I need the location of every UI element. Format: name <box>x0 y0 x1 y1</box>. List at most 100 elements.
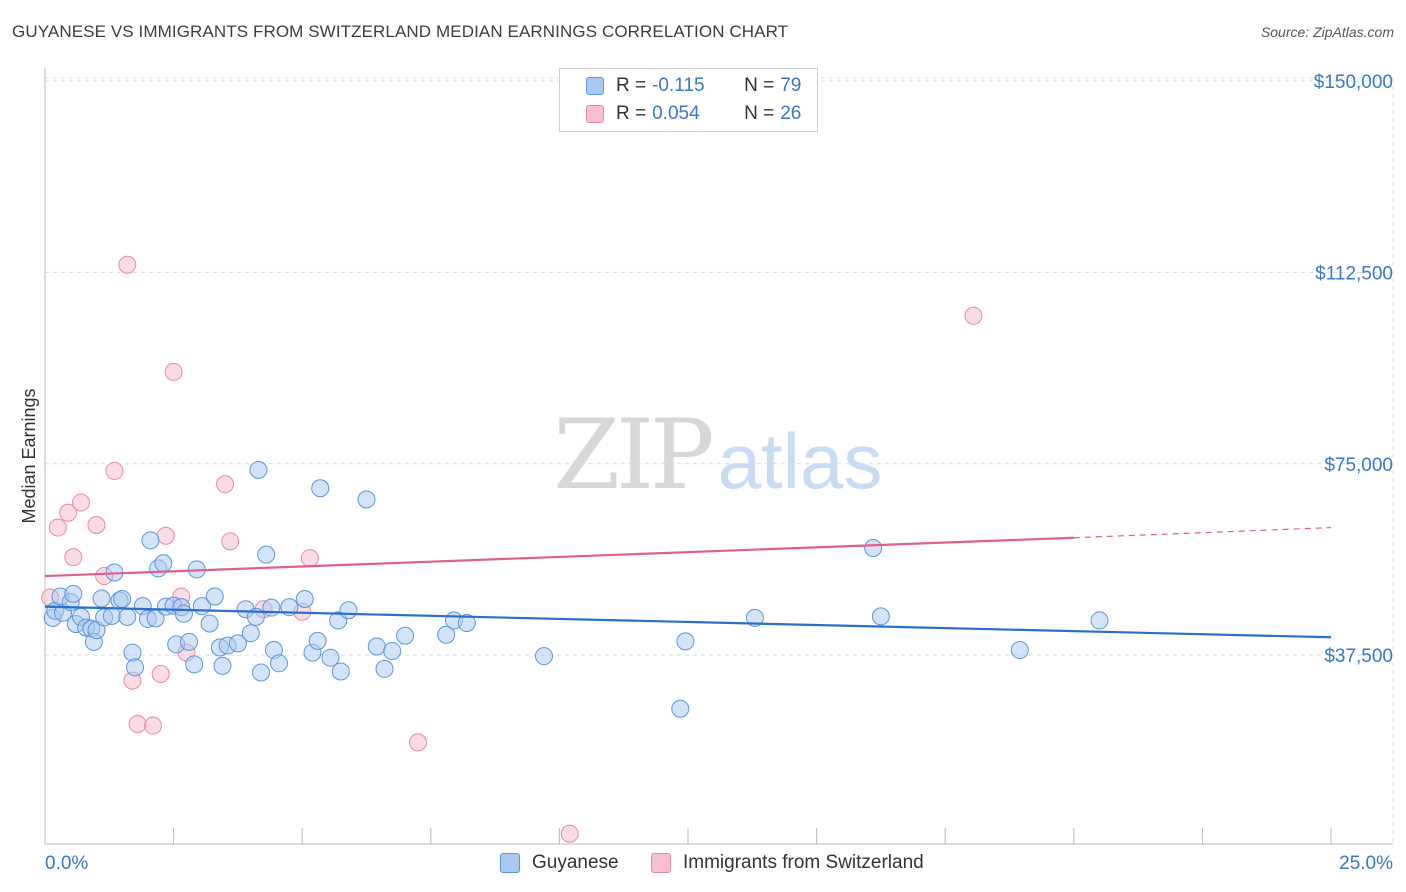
guyanese-point[interactable] <box>534 647 553 666</box>
r-value: -0.115 <box>652 75 705 96</box>
n-label: N = <box>744 75 775 96</box>
guyanese-point[interactable] <box>185 655 204 674</box>
guyanese-point[interactable] <box>262 598 281 617</box>
guyanese-point[interactable] <box>200 614 219 633</box>
guyanese-point[interactable] <box>383 642 402 661</box>
guyanese-point[interactable] <box>311 479 330 498</box>
switzerland-point[interactable] <box>151 665 170 684</box>
guyanese-point[interactable] <box>113 590 132 609</box>
switzerland-point[interactable] <box>560 824 579 843</box>
legend-label-switzerland: Immigrants from Switzerland <box>683 852 924 873</box>
n-label: N = <box>744 103 775 124</box>
guyanese-point[interactable] <box>1010 641 1029 660</box>
guyanese-point[interactable] <box>745 608 764 627</box>
guyanese-point[interactable] <box>295 590 314 609</box>
guyanese-point[interactable] <box>249 460 268 479</box>
guyanese-point[interactable] <box>367 637 386 656</box>
guyanese-point[interactable] <box>864 538 883 557</box>
guyanese-point[interactable] <box>64 584 83 603</box>
y-tick-label: $150,000 <box>1314 72 1393 93</box>
guyanese-point[interactable] <box>375 659 394 678</box>
guyanese-point[interactable] <box>102 606 121 625</box>
trend-layer <box>44 526 1332 639</box>
guyanese-point[interactable] <box>154 554 173 573</box>
guyanese-point[interactable] <box>92 589 111 608</box>
guyanese-point[interactable] <box>228 634 247 653</box>
guyanese-point[interactable] <box>357 490 376 509</box>
pink-points-layer <box>41 255 983 843</box>
legend-item-switzerland[interactable]: Immigrants from Switzerland <box>651 852 924 874</box>
guyanese-point[interactable] <box>213 656 232 675</box>
switzerland-point[interactable] <box>964 306 983 325</box>
r-label: R = <box>616 75 647 96</box>
switzerland-point[interactable] <box>216 475 235 494</box>
n-value: 79 <box>780 75 802 96</box>
guyanese-point[interactable] <box>257 545 276 564</box>
switzerland-point[interactable] <box>64 548 83 567</box>
axis-layer <box>44 68 1393 845</box>
switzerland-point[interactable] <box>118 255 137 274</box>
switzerland-point[interactable] <box>128 715 147 734</box>
guyanese-point[interactable] <box>671 699 690 718</box>
guyanese-point[interactable] <box>118 607 137 626</box>
legend-item-guyanese[interactable]: Guyanese <box>500 852 619 874</box>
guyanese-point[interactable] <box>270 654 289 673</box>
r-label: R = <box>616 103 647 124</box>
guyanese-swatch <box>586 77 604 95</box>
guyanese-point[interactable] <box>331 662 350 681</box>
switzerland-point[interactable] <box>164 362 183 381</box>
switzerland-trendline-extension <box>1073 526 1332 539</box>
y-axis-title: Median Earnings <box>19 388 39 523</box>
switzerland-legend-swatch <box>651 853 671 873</box>
n-value: 26 <box>780 103 802 124</box>
guyanese-point[interactable] <box>126 658 145 677</box>
guyanese-point[interactable] <box>141 531 160 550</box>
stats-legend-row-switzerland: R = 0.054 N = 26 <box>586 100 801 128</box>
stats-legend: R = -0.115 N = 79 R = 0.054 N = 26 <box>559 68 818 132</box>
label-layer: $37,500 $75,000 $112,500 $150,000 0.0% 25.0% M… <box>19 72 1393 874</box>
series-legend: Guyanese Immigrants from Switzerland <box>0 852 1406 878</box>
switzerland-point[interactable] <box>87 516 106 535</box>
guyanese-point[interactable] <box>180 632 199 651</box>
chart-title: GUYANESE VS IMMIGRANTS FROM SWITZERLAND … <box>12 22 789 41</box>
guyanese-point[interactable] <box>308 631 327 650</box>
y-tick-label: $37,500 <box>1324 646 1393 667</box>
switzerland-point[interactable] <box>59 503 78 522</box>
y-tick-label: $112,500 <box>1315 263 1393 284</box>
y-tick-label: $75,000 <box>1324 455 1393 476</box>
watermark-zip: ZIP <box>553 399 712 511</box>
switzerland-point[interactable] <box>300 549 319 568</box>
guyanese-point[interactable] <box>396 626 415 645</box>
switzerland-trendline <box>44 536 1074 578</box>
switzerland-point[interactable] <box>156 526 175 545</box>
switzerland-point[interactable] <box>144 716 163 735</box>
guyanese-point[interactable] <box>339 601 358 620</box>
guyanese-point[interactable] <box>205 587 224 606</box>
switzerland-swatch <box>586 105 604 123</box>
guyanese-legend-swatch <box>500 853 520 873</box>
guyanese-point[interactable] <box>123 643 142 662</box>
x-tick-label-min: 0.0% <box>45 853 88 874</box>
watermark: ZIP atlas <box>553 399 882 511</box>
switzerland-point[interactable] <box>72 493 91 512</box>
guyanese-point[interactable] <box>457 613 476 632</box>
guyanese-point[interactable] <box>1090 611 1109 630</box>
watermark-atlas: atlas <box>718 417 883 505</box>
r-value: 0.054 <box>652 103 700 124</box>
source-label: Source: ZipAtlas.com <box>1260 24 1394 40</box>
guyanese-trendline <box>44 605 1332 639</box>
x-tick-label-max: 25.0% <box>1339 853 1393 874</box>
switzerland-point[interactable] <box>48 518 67 537</box>
guyanese-point[interactable] <box>871 607 890 626</box>
guyanese-point[interactable] <box>252 663 271 682</box>
switzerland-point[interactable] <box>105 461 124 480</box>
switzerland-point[interactable] <box>408 733 427 752</box>
guyanese-point[interactable] <box>241 624 260 643</box>
switzerland-point[interactable] <box>221 532 240 551</box>
guyanese-point[interactable] <box>174 604 193 623</box>
guyanese-point[interactable] <box>321 648 340 667</box>
legend-label-guyanese: Guyanese <box>532 852 619 873</box>
guyanese-point[interactable] <box>437 625 456 644</box>
guyanese-point[interactable] <box>676 632 695 651</box>
